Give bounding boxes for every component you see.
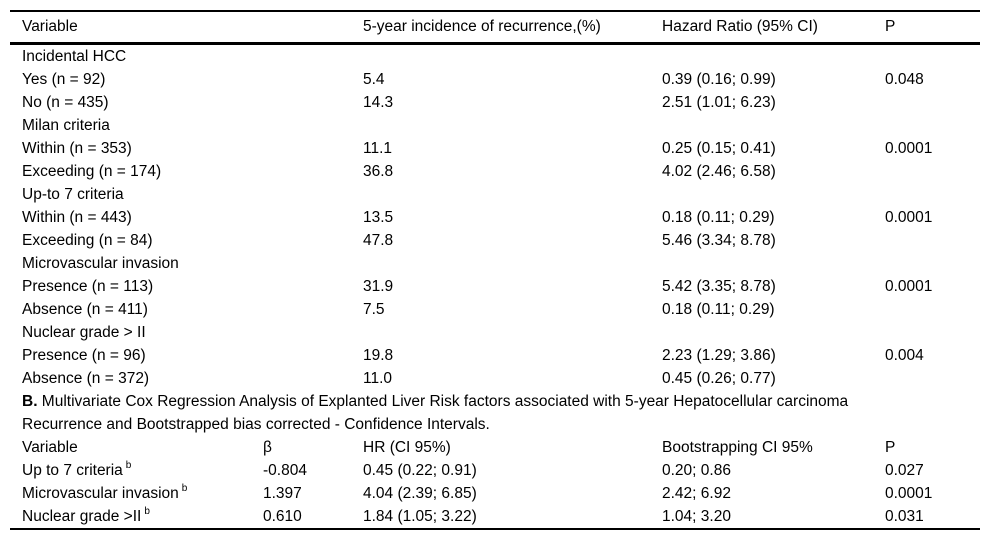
table-b-header-bootstrap-ci: Bootstrapping CI 95% bbox=[662, 438, 813, 456]
variable-label: Nuclear grade >II bbox=[22, 507, 142, 525]
table-a-header-row: Variable 5-year incidence of recurrence,… bbox=[10, 12, 980, 42]
table-row: Incidental HCC bbox=[10, 45, 980, 68]
hr-cell: 0.45 (0.22; 0.91) bbox=[363, 461, 477, 479]
variable-cell: Presence (n = 113) bbox=[22, 277, 154, 295]
hazard-ratio-cell: 0.18 (0.11; 0.29) bbox=[662, 208, 775, 226]
table-row: Milan criteria bbox=[10, 114, 980, 137]
incidence-cell: 19.8 bbox=[363, 346, 394, 364]
table-b-header-row: Variable β HR (CI 95%) Bootstrapping CI … bbox=[10, 436, 980, 459]
table-b-header-hr: HR (CI 95%) bbox=[363, 438, 451, 456]
hazard-ratio-cell: 0.18 (0.11; 0.29) bbox=[662, 300, 775, 318]
beta-cell: 0.610 bbox=[263, 507, 302, 525]
table-b-header-p: P bbox=[885, 438, 896, 456]
p-value-cell: 0.031 bbox=[885, 507, 924, 525]
hazard-ratio-cell: 5.46 (3.34; 8.78) bbox=[662, 231, 776, 249]
variable-cell: Absence (n = 411) bbox=[22, 300, 148, 318]
incidence-cell: 14.3 bbox=[363, 93, 394, 111]
table-b-header-beta: β bbox=[263, 438, 272, 456]
bottom-rule bbox=[10, 528, 980, 530]
bootstrap-ci-cell: 1.04; 3.20 bbox=[662, 507, 731, 525]
section-b-label: B. bbox=[22, 393, 38, 410]
p-value-cell: 0.0001 bbox=[885, 139, 933, 157]
incidence-cell: 36.8 bbox=[363, 162, 394, 180]
table-row: Exceeding (n = 174) 36.8 4.02 (2.46; 6.5… bbox=[10, 160, 980, 183]
table-b-header-variable: Variable bbox=[22, 438, 78, 456]
p-value-cell: 0.0001 bbox=[885, 484, 933, 502]
variable-cell: Presence (n = 96) bbox=[22, 346, 146, 364]
table-row: Absence (n = 372) 11.0 0.45 (0.26; 0.77) bbox=[10, 367, 980, 390]
footnote-marker: b bbox=[181, 483, 188, 495]
table-row: Microvascular invasion bbox=[10, 252, 980, 275]
table-row: Within (n = 353) 11.1 0.25 (0.15; 0.41) … bbox=[10, 137, 980, 160]
beta-cell: 1.397 bbox=[263, 484, 302, 502]
footnote-marker: b bbox=[144, 506, 150, 518]
header-rule bbox=[10, 42, 980, 45]
table-row: Yes (n = 92) 5.4 0.39 (0.16; 0.99) 0.048 bbox=[10, 68, 980, 91]
table-row: Up-to 7 criteria bbox=[10, 183, 980, 206]
incidence-cell: 13.5 bbox=[363, 208, 394, 226]
variable-cell: Up to 7 criteria b bbox=[22, 460, 263, 480]
p-value-cell: 0.027 bbox=[885, 461, 924, 479]
variable-cell: No (n = 435) bbox=[22, 93, 109, 111]
variable-cell: Up-to 7 criteria bbox=[22, 185, 124, 203]
variable-cell: Within (n = 443) bbox=[22, 208, 132, 226]
incidence-cell: 47.8 bbox=[363, 231, 394, 249]
table-row: Nuclear grade >II b 0.610 1.84 (1.05; 3.2… bbox=[10, 505, 980, 528]
variable-cell: Microvascular invasion bbox=[22, 254, 179, 272]
hazard-ratio-cell: 5.42 (3.35; 8.78) bbox=[662, 277, 776, 295]
table-row: Absence (n = 411) 7.5 0.18 (0.11; 0.29) bbox=[10, 298, 980, 321]
incidence-cell: 11.0 bbox=[363, 369, 393, 387]
variable-cell: Nuclear grade >II b bbox=[22, 506, 263, 526]
table-row: Microvascular invasion b 1.397 4.04 (2.39… bbox=[10, 482, 980, 505]
section-b-caption-text: Multivariate Cox Regression Analysis of … bbox=[22, 393, 849, 433]
variable-cell: Nuclear grade > II bbox=[22, 323, 146, 341]
bootstrap-ci-cell: 2.42; 6.92 bbox=[662, 484, 731, 502]
hazard-ratio-cell: 0.25 (0.15; 0.41) bbox=[662, 139, 776, 157]
top-rule bbox=[10, 10, 980, 12]
section-b-caption: B. Multivariate Cox Regression Analysis … bbox=[10, 390, 908, 436]
incidence-cell: 5.4 bbox=[363, 70, 385, 88]
table-a-header-variable: Variable bbox=[22, 18, 78, 35]
table-row: No (n = 435) 14.3 2.51 (1.01; 6.23) bbox=[10, 91, 980, 114]
variable-cell: Exceeding (n = 84) bbox=[22, 231, 153, 249]
variable-cell: Incidental HCC bbox=[22, 47, 127, 65]
beta-cell: -0.804 bbox=[263, 461, 307, 479]
hazard-ratio-cell: 2.23 (1.29; 3.86) bbox=[662, 346, 776, 364]
table-a-header-incidence: 5-year incidence of recurrence,(%) bbox=[363, 18, 601, 35]
p-value-cell: 0.048 bbox=[885, 70, 924, 88]
variable-cell: Microvascular invasion b bbox=[22, 483, 263, 503]
hazard-ratio-cell: 2.51 (1.01; 6.23) bbox=[662, 93, 776, 111]
incidence-cell: 11.1 bbox=[363, 139, 393, 157]
variable-cell: Absence (n = 372) bbox=[22, 369, 150, 387]
p-value-cell: 0.0001 bbox=[885, 208, 933, 226]
hazard-ratio-cell: 0.39 (0.16; 0.99) bbox=[662, 70, 776, 88]
variable-label: Up to 7 criteria bbox=[22, 461, 123, 479]
hr-cell: 4.04 (2.39; 6.85) bbox=[363, 484, 477, 502]
table-a-header-p: P bbox=[885, 18, 896, 35]
variable-label: Microvascular invasion bbox=[22, 484, 179, 502]
incidence-cell: 31.9 bbox=[363, 277, 394, 295]
p-value-cell: 0.0001 bbox=[885, 277, 933, 295]
table-row: Exceeding (n = 84) 47.8 5.46 (3.34; 8.78… bbox=[10, 229, 980, 252]
variable-cell: Milan criteria bbox=[22, 116, 110, 134]
hazard-ratio-cell: 0.45 (0.26; 0.77) bbox=[662, 369, 776, 387]
regression-table-figure: Variable 5-year incidence of recurrence,… bbox=[10, 10, 980, 530]
table-row: Within (n = 443) 13.5 0.18 (0.11; 0.29) … bbox=[10, 206, 980, 229]
variable-cell: Exceeding (n = 174) bbox=[22, 162, 162, 180]
variable-cell: Yes (n = 92) bbox=[22, 70, 106, 88]
footnote-marker: b bbox=[125, 460, 132, 472]
incidence-cell: 7.5 bbox=[363, 300, 385, 318]
table-row: Presence (n = 113) 31.9 5.42 (3.35; 8.78… bbox=[10, 275, 980, 298]
hr-cell: 1.84 (1.05; 3.22) bbox=[363, 507, 477, 525]
table-row: Nuclear grade > II bbox=[10, 321, 980, 344]
hazard-ratio-cell: 4.02 (2.46; 6.58) bbox=[662, 162, 776, 180]
table-a-header-hazard-ratio: Hazard Ratio (95% CI) bbox=[662, 18, 818, 35]
p-value-cell: 0.004 bbox=[885, 346, 924, 364]
table-row: Up to 7 criteria b -0.804 0.45 (0.22; 0.9… bbox=[10, 459, 980, 482]
variable-cell: Within (n = 353) bbox=[22, 139, 132, 157]
bootstrap-ci-cell: 0.20; 0.86 bbox=[662, 461, 731, 479]
table-row: Presence (n = 96) 19.8 2.23 (1.29; 3.86)… bbox=[10, 344, 980, 367]
